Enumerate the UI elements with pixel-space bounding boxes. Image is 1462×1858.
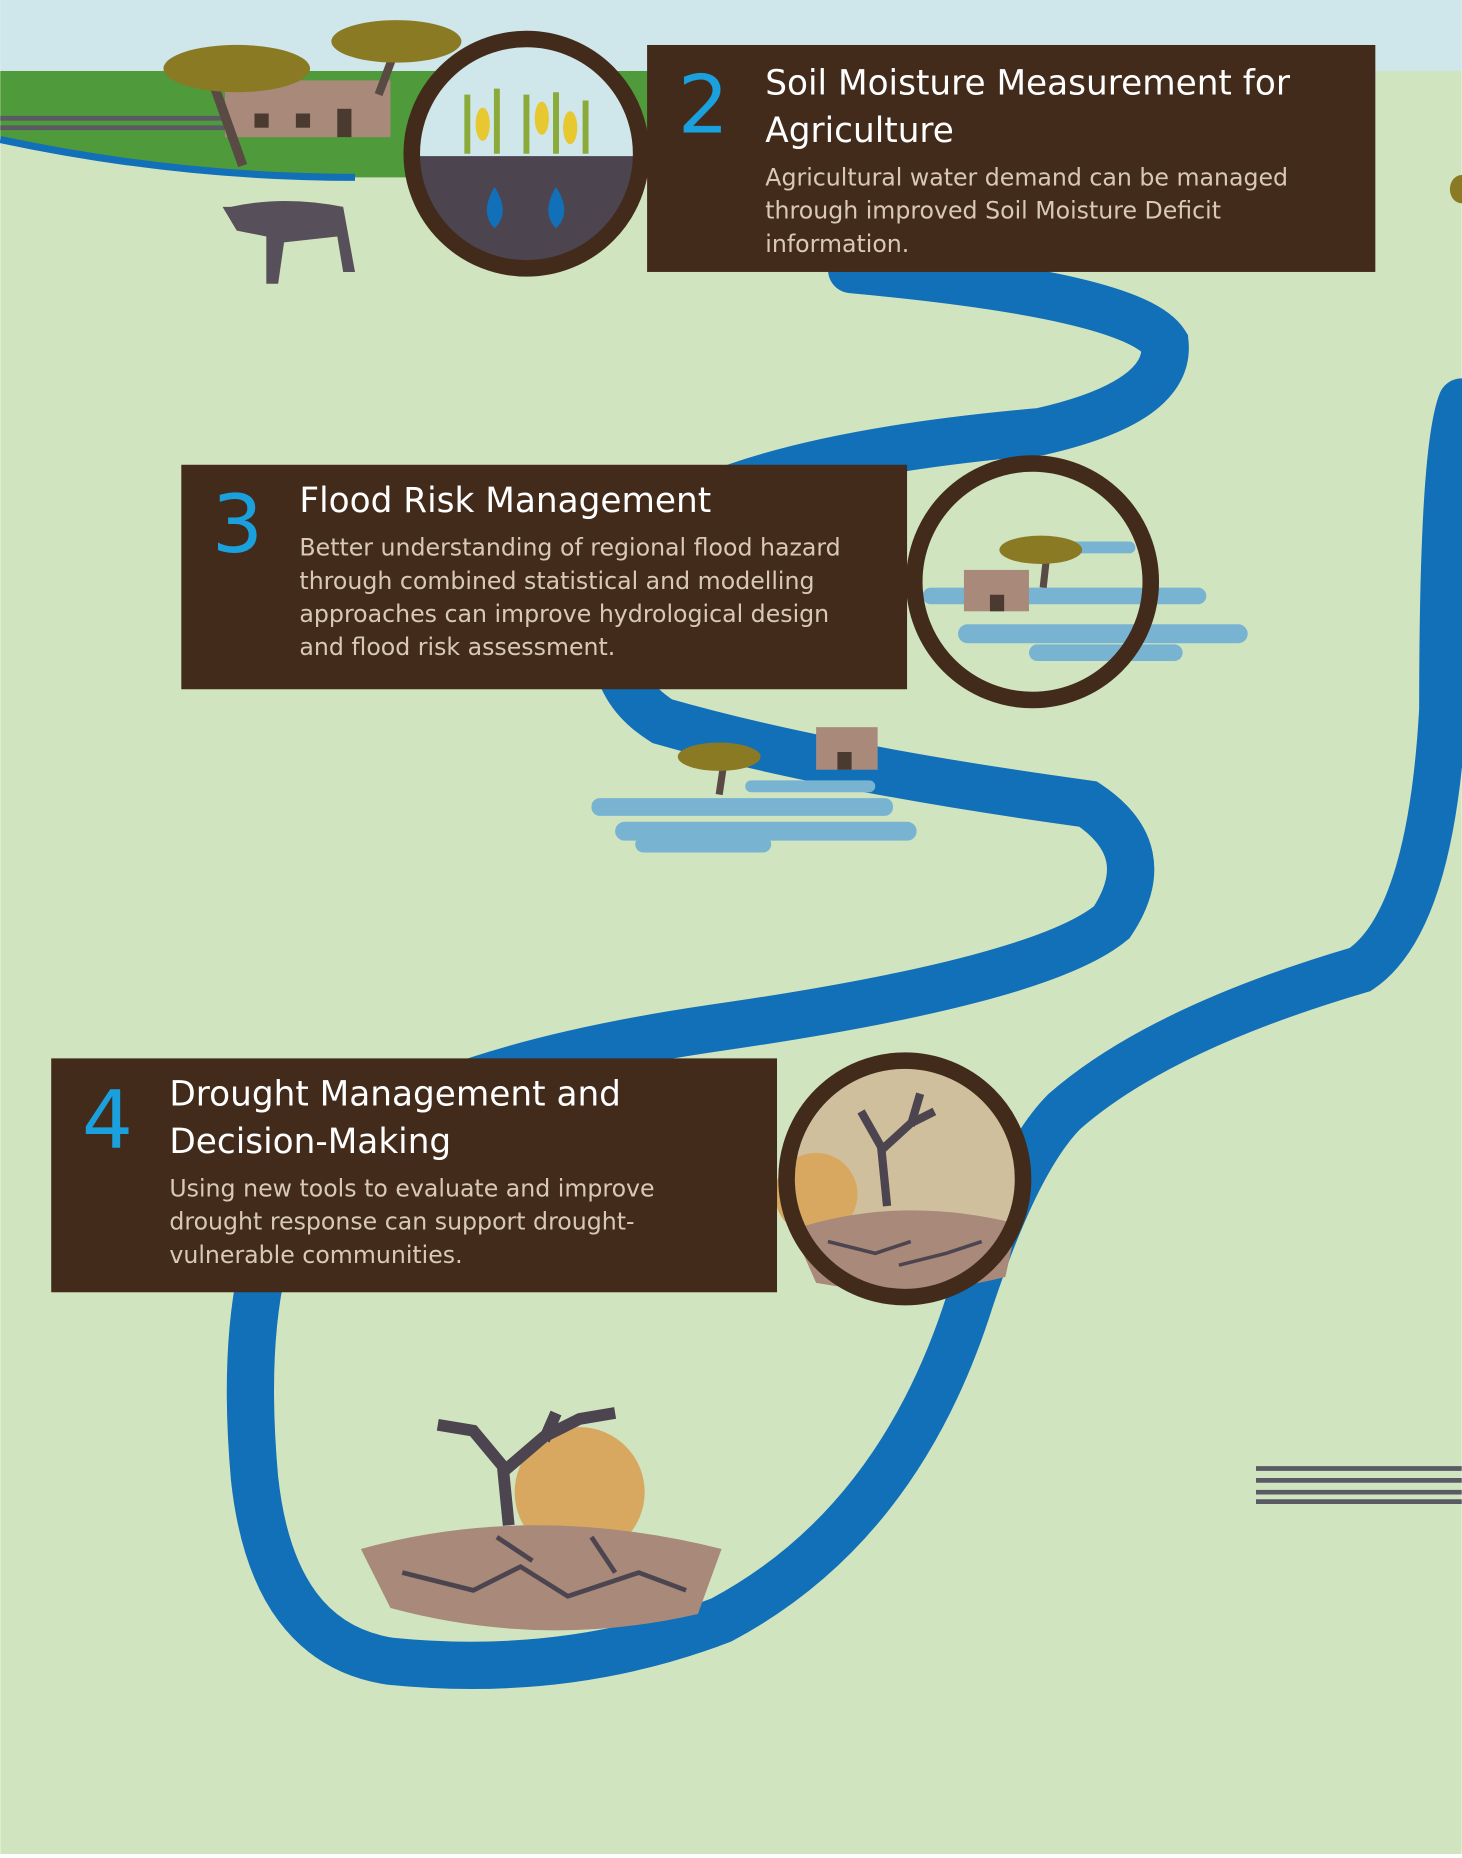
card-title: Soil Moisture Measurement for Agricultur…	[765, 62, 1290, 151]
flood-icon	[905, 455, 1248, 709]
card-title: Flood Risk Management	[299, 480, 712, 521]
drought-icon	[774, 1052, 1032, 1306]
card-number: 3	[211, 478, 264, 573]
soil-icon	[403, 30, 650, 277]
flood-scene	[591, 727, 917, 853]
card-description: Using new tools to evaluate and improve …	[169, 1174, 655, 1269]
card-description: Better understanding of regional flood h…	[299, 533, 841, 661]
card-description: Agricultural water demand can be managed…	[765, 163, 1289, 258]
drought-scene	[360, 1407, 722, 1631]
farm	[163, 20, 1462, 284]
cow	[222, 201, 355, 284]
road	[0, 115, 1462, 1505]
card: 2 Soil Moisture Measurement for Agricult…	[647, 44, 1376, 272]
card-number: 4	[81, 1074, 134, 1169]
stream	[0, 136, 355, 181]
card-number: 2	[677, 59, 729, 153]
card: 4 Drought Management and Decision-Making…	[51, 1058, 778, 1293]
card: 3 Flood Risk Management Better understan…	[181, 464, 908, 690]
card-title: Drought Management and Decision-Making	[169, 1073, 621, 1162]
